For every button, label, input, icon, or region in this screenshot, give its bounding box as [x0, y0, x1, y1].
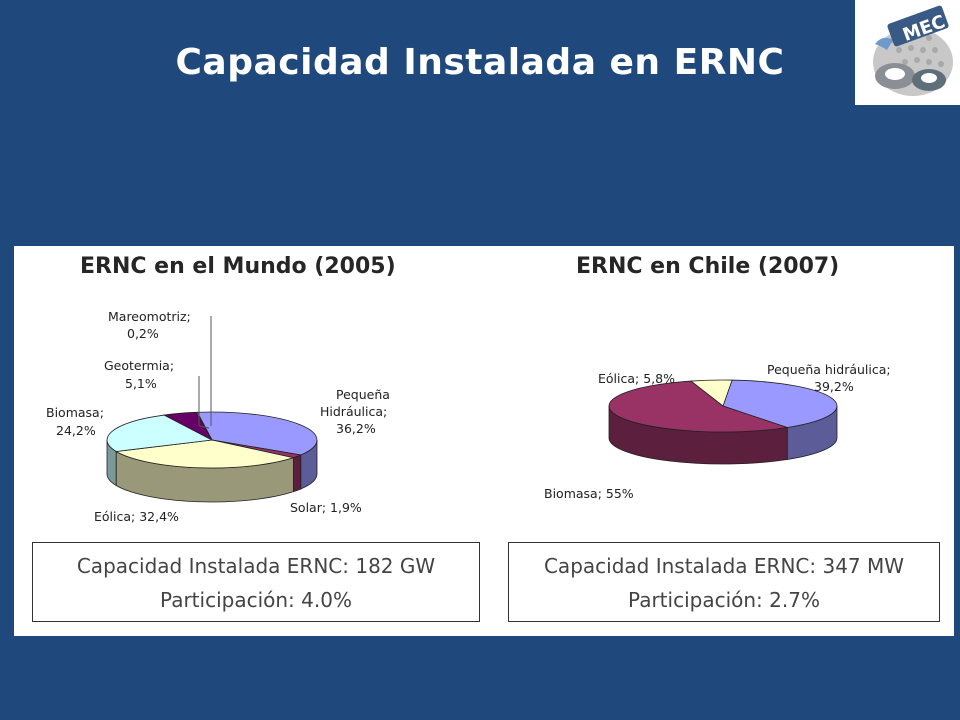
summary-box-chile: Capacidad Instalada ERNC: 347 MW Partici… [508, 542, 940, 622]
summary-share-chile: Participación: 2.7% [628, 588, 820, 612]
summary-capacity-mundo: Capacidad Instalada ERNC: 182 GW [76, 554, 436, 578]
pie-slice-e-lica [115, 439, 295, 469]
leader-line-geotermia [198, 376, 210, 429]
pie-slice-biomasa [106, 414, 214, 452]
slide-title: Capacidad Instalada en ERNC [175, 42, 785, 83]
chart-title-mundo: ERNC en el Mundo (2005) [80, 254, 396, 279]
label-biomasa-value: 24,2% [56, 423, 96, 438]
leader-lines-mundo [198, 316, 212, 429]
summary-share-mundo: Participación: 4.0% [160, 588, 352, 612]
pie-slice-biomasa [608, 380, 788, 433]
mec-logo-graphic: MEC [855, 0, 960, 105]
label-biomasa-chile: Biomasa; 55% [544, 486, 634, 501]
mec-logo: MEC [855, 0, 960, 105]
content-panel: ERNC en el Mundo (2005) Mareomotriz; 0,2… [14, 246, 954, 636]
label-biomasa-name: Biomasa; [46, 405, 104, 420]
summary-capacity-chile: Capacidad Instalada ERNC: 347 MW [543, 554, 905, 578]
label-eolica-mundo: Eólica; 32,4% [94, 509, 179, 524]
pie-slice-e-lica [689, 379, 733, 407]
chart-title-chile: ERNC en Chile (2007) [576, 254, 840, 279]
label-hidraulica-name-2: Hidráulica; [320, 404, 388, 419]
summary-box-mundo: Capacidad Instalada ERNC: 182 GW Partici… [32, 542, 480, 622]
label-mareomotriz-name: Mareomotriz; [108, 309, 191, 324]
pie-chart-mundo [106, 411, 318, 503]
pie-slice-peque-a-hidr-ulica [722, 379, 838, 428]
pie-slice-peque-a-hidr-ulica [196, 411, 318, 456]
label-mareomotriz-value: 0,2% [127, 326, 159, 341]
label-eolica-chile: Eólica; 5,8% [598, 371, 675, 386]
label-hidraulica-name-1: Pequeña [336, 387, 390, 402]
label-solar: Solar; 1,9% [290, 500, 362, 515]
label-hidraulica-chile-2: 39,2% [814, 379, 854, 394]
label-geotermia-name: Geotermia; [104, 358, 175, 373]
label-geotermia-value: 5,1% [125, 376, 157, 391]
label-hidraulica-chile-1: Pequeña hidráulica; [767, 362, 891, 377]
pie-slice-mareomotriz [195, 411, 213, 441]
pie-chart-chile [608, 379, 838, 465]
label-hidraulica-value: 36,2% [336, 421, 376, 436]
